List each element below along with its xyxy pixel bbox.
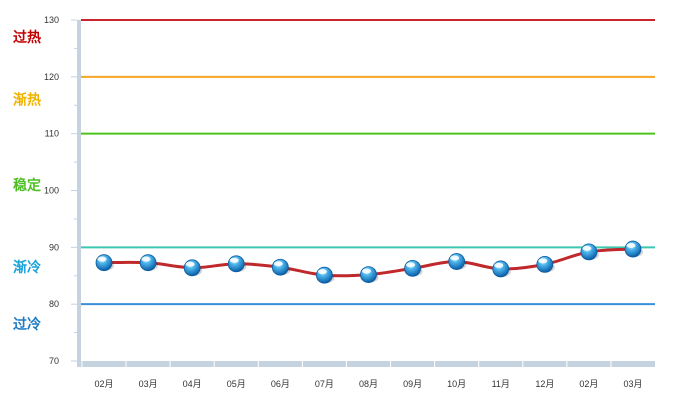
zone-label: 稳定: [13, 177, 41, 193]
x-axis-bar: [77, 361, 655, 367]
data-point-highlight: [538, 258, 548, 264]
x-tick-label: 03月: [139, 379, 158, 389]
data-point-highlight: [185, 261, 195, 267]
data-point-highlight: [362, 268, 371, 274]
x-tick-label: 09月: [403, 379, 422, 389]
x-tick-label: 02月: [579, 379, 598, 389]
data-point-highlight: [582, 245, 592, 251]
x-tick-label: 07月: [315, 379, 334, 389]
y-tick-label: 110: [45, 129, 59, 139]
y-axis-bar: [77, 20, 81, 367]
y-tick-label: 120: [44, 72, 59, 82]
data-point-highlight: [406, 262, 416, 268]
data-point-highlight: [273, 261, 283, 267]
data-point-highlight: [229, 257, 239, 263]
zone-label: 渐热: [13, 92, 41, 108]
data-point-highlight: [494, 262, 504, 268]
x-tick-label: 12月: [535, 379, 554, 389]
data-point-highlight: [626, 243, 636, 249]
x-tick-label: 10月: [447, 379, 466, 389]
x-tick-label: 03月: [623, 379, 642, 389]
x-tick-label: 08月: [359, 379, 378, 389]
zone-label: 过冷: [13, 316, 41, 332]
y-tick-label: 70: [49, 356, 59, 366]
x-tick-label: 05月: [227, 379, 246, 389]
zone-label: 过热: [13, 29, 41, 45]
x-tick-label: 04月: [183, 379, 202, 389]
y-tick-label: 130: [44, 15, 59, 25]
data-point-highlight: [317, 269, 327, 275]
data-point-highlight: [450, 255, 460, 261]
x-tick-label: 11月: [492, 379, 510, 389]
data-point-highlight: [141, 256, 151, 262]
zone-label: 渐冷: [13, 259, 41, 275]
y-tick-label: 80: [49, 299, 59, 309]
y-tick-label: 100: [44, 186, 59, 196]
data-point-highlight: [97, 256, 107, 262]
y-tick-label: 90: [49, 242, 59, 252]
x-tick-label: 02月: [94, 379, 113, 389]
x-tick-label: 06月: [271, 379, 290, 389]
